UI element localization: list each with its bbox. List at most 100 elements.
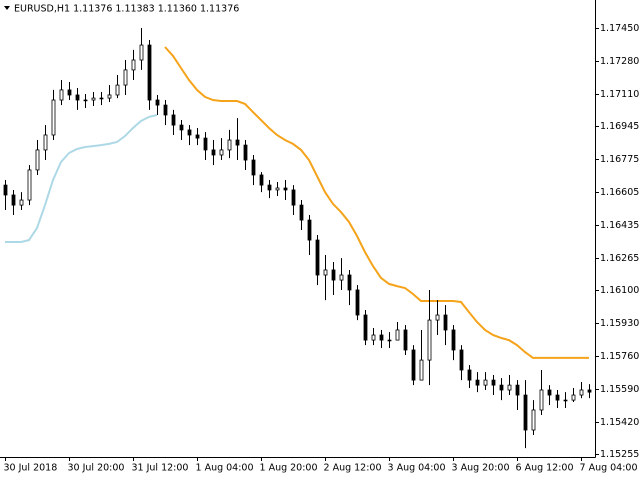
candle-body (555, 394, 560, 401)
candle-body (163, 104, 168, 116)
x-tick-label: 30 Jul 2018 (4, 463, 58, 474)
y-tick-label: 1.17450 (600, 23, 639, 34)
candle-body (283, 187, 288, 191)
x-tick-label: 3 Aug 20:00 (452, 463, 510, 474)
candle-body (539, 389, 544, 411)
candle-body (475, 379, 480, 386)
candle-body (75, 94, 80, 101)
candle-body (443, 314, 448, 331)
candle-body (307, 219, 312, 241)
candle-body (195, 134, 200, 139)
candle-body (139, 44, 144, 61)
candle-body (291, 189, 296, 206)
candle-body (579, 389, 584, 396)
x-tick-label: 1 Aug 04:00 (196, 463, 254, 474)
candle-body (347, 274, 352, 291)
candle-body (179, 124, 184, 131)
candle-body (131, 59, 136, 71)
candle-body (11, 194, 16, 206)
y-tick-label: 1.15760 (600, 351, 639, 362)
candle-body (507, 384, 512, 391)
candle-body (403, 329, 408, 351)
candle-body (331, 269, 336, 281)
candle-body (427, 319, 432, 361)
x-tick-label: 30 Jul 20:00 (68, 463, 125, 474)
candle-body (155, 99, 160, 106)
candle-body (395, 329, 400, 341)
candle-body (299, 204, 304, 221)
candle-body (147, 44, 152, 101)
candle-body (43, 134, 48, 151)
y-tick-label: 1.15255 (600, 449, 639, 460)
candle-body (411, 349, 416, 381)
candle-body (419, 359, 424, 381)
candle-body (467, 369, 472, 381)
candle-body (3, 184, 8, 196)
candle-body (499, 384, 504, 391)
candle-body (243, 144, 248, 161)
candle-body (51, 99, 56, 136)
candle-body (267, 184, 272, 191)
indicator-line (5, 114, 158, 243)
candle-body (459, 349, 464, 371)
candle-body (19, 199, 24, 206)
y-tick-label: 1.16775 (600, 154, 639, 165)
chart-title: EURUSD,H1 1.11376 1.11383 1.11360 1.1137… (14, 4, 239, 15)
candle-body (227, 139, 232, 151)
candle-body (203, 137, 208, 151)
symbol-menu-icon (4, 6, 10, 10)
candle-body (379, 334, 384, 341)
x-tick-label: 6 Aug 12:00 (516, 463, 574, 474)
candle-body (59, 89, 64, 101)
candle-body (515, 384, 520, 396)
candle-body (547, 389, 552, 396)
candle-body (483, 379, 488, 386)
candle-body (91, 97, 96, 101)
candle-body (235, 139, 240, 146)
x-tick-label: 1 Aug 20:00 (260, 463, 318, 474)
indicator-line (164, 46, 589, 359)
candle-body (27, 169, 32, 201)
y-tick-label: 1.16435 (600, 220, 639, 231)
candle-body (339, 274, 344, 281)
x-tick-label: 3 Aug 04:00 (388, 463, 446, 474)
candle-body (123, 69, 128, 86)
candle-body (115, 84, 120, 96)
candle-body (107, 94, 112, 99)
candle-body (531, 409, 536, 431)
candle-body (99, 97, 104, 100)
candle-body (35, 149, 40, 171)
candle-body (363, 314, 368, 341)
candle-body (187, 129, 192, 136)
candle-body (451, 329, 456, 351)
y-tick-label: 1.16945 (600, 121, 639, 132)
y-tick-label: 1.17110 (600, 89, 639, 100)
x-tick-label: 31 Jul 12:00 (132, 463, 189, 474)
candle-body (587, 389, 592, 393)
candle-body (259, 174, 264, 186)
candle-body (83, 99, 88, 102)
candle-body (491, 379, 496, 386)
x-tick-label: 2 Aug 12:00 (324, 463, 382, 474)
y-tick-label: 1.16265 (600, 253, 639, 264)
candle-body (219, 149, 224, 156)
candle-body (523, 394, 528, 431)
candle-body (563, 399, 568, 402)
candle-body (211, 149, 216, 156)
x-tick-label: 7 Aug 04:00 (580, 463, 638, 474)
y-tick-label: 1.15930 (600, 318, 639, 329)
candle-body (171, 114, 176, 126)
y-tick-label: 1.16100 (600, 285, 639, 296)
y-tick-label: 1.15590 (600, 384, 639, 395)
candle-body (67, 89, 72, 96)
candle-body (251, 159, 256, 176)
candle-body (315, 239, 320, 276)
candle-body (355, 289, 360, 316)
candle-body (323, 269, 328, 276)
candle-body (275, 187, 280, 191)
candle-body (435, 314, 440, 321)
y-tick-label: 1.15420 (600, 417, 639, 428)
candle-body (571, 394, 576, 401)
